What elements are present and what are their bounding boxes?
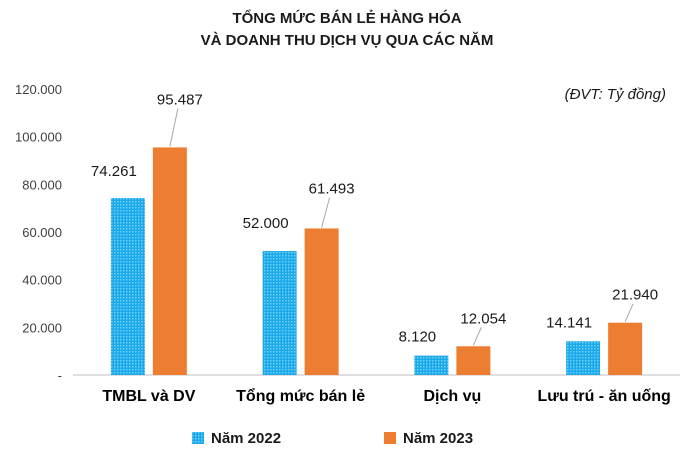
- data-labels-group: 74.261 95.487 52.000 61.493 8.120 12.054 14.14…: [91, 91, 658, 345]
- bar-2022-2: [414, 355, 449, 375]
- leader-line: [624, 303, 634, 322]
- legend-label-2023: Năm 2023: [403, 430, 473, 447]
- y-tick-label: 20.000: [22, 320, 62, 335]
- x-tick-label: Dịch vụ: [423, 388, 481, 405]
- data-label: 21.940: [612, 287, 658, 304]
- data-label: 12.054: [460, 310, 506, 327]
- x-tick-label: TMBL và DV: [102, 388, 195, 405]
- y-tick-label: 60.000: [22, 225, 62, 240]
- bar-2022-3: [566, 341, 601, 375]
- y-tick-label: -: [58, 368, 62, 383]
- leader-line: [321, 197, 331, 228]
- data-label: 8.120: [399, 329, 437, 346]
- bar-2022-1: [262, 251, 297, 375]
- y-tick-label: 80.000: [22, 177, 62, 192]
- data-label: 61.493: [309, 180, 355, 197]
- y-tick-label: 100.000: [15, 130, 62, 145]
- bar-2023-0: [152, 147, 187, 375]
- y-axis: - 20.000 40.000 60.000 80.000 100.000 120.000: [15, 82, 62, 383]
- bar-2023-2: [456, 346, 491, 375]
- data-label: 14.141: [546, 314, 592, 331]
- legend-label-2022: Năm 2022: [211, 430, 281, 447]
- leader-line: [169, 108, 179, 147]
- bar-2023-1: [304, 228, 339, 375]
- legend-swatch-2023: [384, 432, 396, 444]
- data-label: 95.487: [157, 91, 203, 108]
- leader-line: [472, 327, 482, 346]
- data-label: 52.000: [243, 215, 289, 232]
- y-tick-label: 40.000: [22, 273, 62, 288]
- unit-note: (ĐVT: Tỷ đồng): [565, 86, 666, 103]
- bar-2023-3: [608, 322, 643, 375]
- x-tick-label: Tổng mức bán lẻ: [236, 387, 365, 405]
- bars-group: [110, 147, 643, 375]
- legend: Năm 2022 Năm 2023: [192, 430, 473, 447]
- y-tick-label: 120.000: [15, 82, 62, 97]
- chart-title-line-2: VÀ DOANH THU DỊCH VỤ QUA CÁC NĂM: [201, 32, 494, 49]
- chart-title-line-1: TỔNG MỨC BÁN LẺ HÀNG HÓA: [232, 9, 461, 27]
- x-tick-label: Lưu trú - ăn uống: [537, 388, 670, 405]
- bar-2022-0: [110, 198, 145, 375]
- data-label: 74.261: [91, 163, 137, 180]
- legend-swatch-2022: [192, 432, 204, 444]
- x-axis: TMBL và DV Tổng mức bán lẻ Dịch vụ Lưu trú …: [102, 387, 670, 405]
